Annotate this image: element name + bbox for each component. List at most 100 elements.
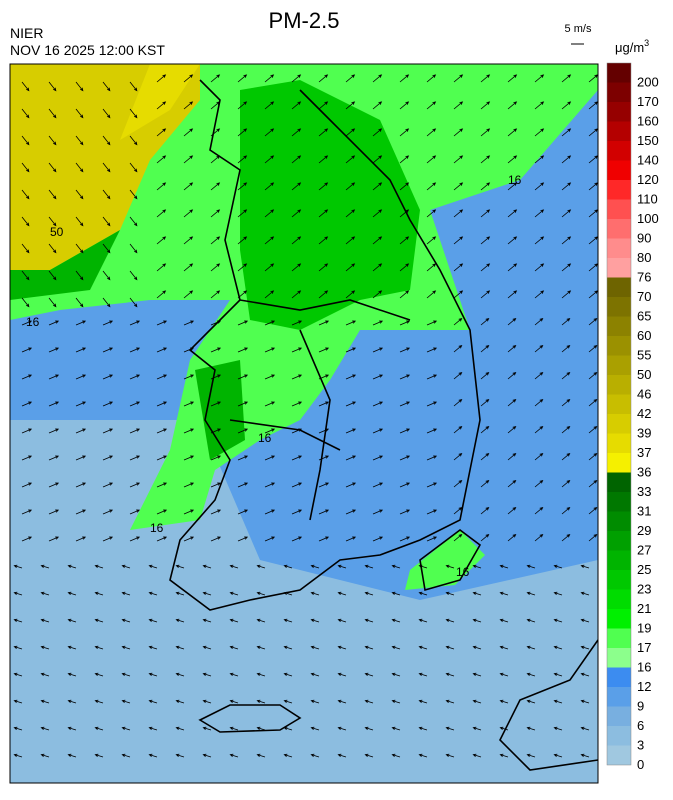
colorbar: 2001701601501401201101009080767065605550… [606, 62, 659, 772]
wind-arrow [345, 401, 357, 407]
colorbar-swatch [607, 141, 631, 161]
wind-arrow [264, 263, 275, 272]
wind-arrow [507, 533, 517, 542]
agency: NIER [10, 25, 43, 41]
wind-arrow [480, 452, 490, 461]
wind-arrow [318, 290, 329, 299]
wind-arrow [40, 699, 50, 704]
wind-arrow [75, 536, 87, 542]
colorbar-swatch [607, 745, 631, 765]
wind-arrow [337, 699, 347, 704]
wind-arrow [175, 591, 185, 596]
wind-arrow [364, 645, 374, 650]
wind-arrow [372, 101, 383, 110]
wind-arrow [21, 135, 30, 146]
wind-arrow [364, 726, 374, 731]
wind-arrow [94, 753, 104, 758]
wind-arrow [183, 101, 194, 110]
wind-arrow [183, 482, 195, 488]
wind-arrow [67, 726, 77, 731]
wind-arrow [391, 753, 401, 758]
wind-arrow [345, 236, 356, 245]
wind-arrow [399, 290, 410, 299]
wind-arrow [580, 645, 590, 650]
wind-arrow [264, 101, 275, 110]
wind-arrow [399, 182, 410, 191]
colorbar-swatch [607, 375, 631, 395]
wind-arrow [237, 128, 248, 137]
wind-arrow [121, 672, 131, 677]
wind-arrow [534, 506, 544, 515]
wind-arrow [121, 591, 131, 596]
wind-arrow [507, 182, 518, 191]
wind-arrow [480, 290, 491, 299]
wind-arrow [291, 101, 302, 110]
wind-arrow [480, 398, 490, 407]
wind-arrow [453, 506, 463, 515]
wind-arrow [507, 263, 518, 272]
wind-arrow [264, 290, 275, 299]
wind-arrow [129, 401, 141, 407]
colorbar-label: 36 [637, 465, 651, 480]
wind-arrow [372, 401, 384, 407]
wind-arrow [526, 591, 536, 596]
wind-arrow [318, 536, 330, 542]
wind-arrow [534, 182, 545, 191]
wind-arrow [453, 155, 464, 164]
colorbar-label: 150 [637, 133, 659, 148]
wind-arrow [148, 699, 158, 704]
wind-arrow [445, 699, 455, 704]
wind-arrow [399, 236, 410, 245]
wind-arrow [210, 290, 221, 299]
wind-arrow [453, 371, 463, 380]
wind-arrow [588, 533, 598, 542]
wind-arrow [399, 263, 410, 272]
wind-arrow [129, 270, 138, 281]
wind-arrow [102, 270, 111, 281]
wind-arrow [561, 317, 571, 326]
wind-arrow [129, 320, 141, 326]
wind-arrow [291, 263, 302, 272]
wind-arrow [345, 320, 357, 326]
colorbar-swatch [607, 414, 631, 434]
contour-label: 50 [50, 225, 64, 239]
contour-label: 16 [258, 431, 272, 445]
wind-arrow [183, 536, 195, 542]
wind-arrow [445, 672, 455, 677]
colorbar-swatch [607, 687, 631, 707]
wind-arrow [264, 455, 276, 461]
wind-arrow [210, 236, 221, 245]
wind-arrow [102, 216, 111, 227]
wind-arrow [94, 591, 104, 596]
wind-arrow [102, 428, 114, 434]
wind-arrow [148, 618, 158, 623]
wind-arrow [507, 317, 517, 326]
wind-arrow [480, 425, 490, 434]
wind-arrow [183, 455, 195, 461]
wind-arrow [453, 533, 463, 542]
wind-arrow [210, 347, 222, 353]
colorbar-label: 55 [637, 348, 651, 363]
wind-arrow [553, 753, 563, 758]
wind-arrow [553, 564, 563, 569]
colorbar-swatch [607, 648, 631, 668]
wind-arrow [256, 564, 266, 569]
wind-arrow [291, 182, 302, 191]
wind-arrow [121, 618, 131, 623]
wind-arrow [453, 425, 463, 434]
wind-arrow [453, 74, 464, 83]
wind-arrow [210, 263, 221, 272]
wind-arrow [148, 645, 158, 650]
colorbar-swatch [607, 667, 631, 687]
wind-arrow [318, 482, 330, 488]
wind-arrow [318, 320, 330, 326]
wind-arrow [67, 591, 77, 596]
wind-arrow [283, 645, 293, 650]
wind-arrow [507, 209, 518, 218]
wind-arrow [372, 509, 384, 515]
wind-arrow [426, 347, 438, 353]
wind-arrow [48, 509, 60, 515]
wind-arrow [561, 236, 572, 245]
wind-arrow [291, 209, 302, 218]
wind-arrow [588, 263, 598, 272]
